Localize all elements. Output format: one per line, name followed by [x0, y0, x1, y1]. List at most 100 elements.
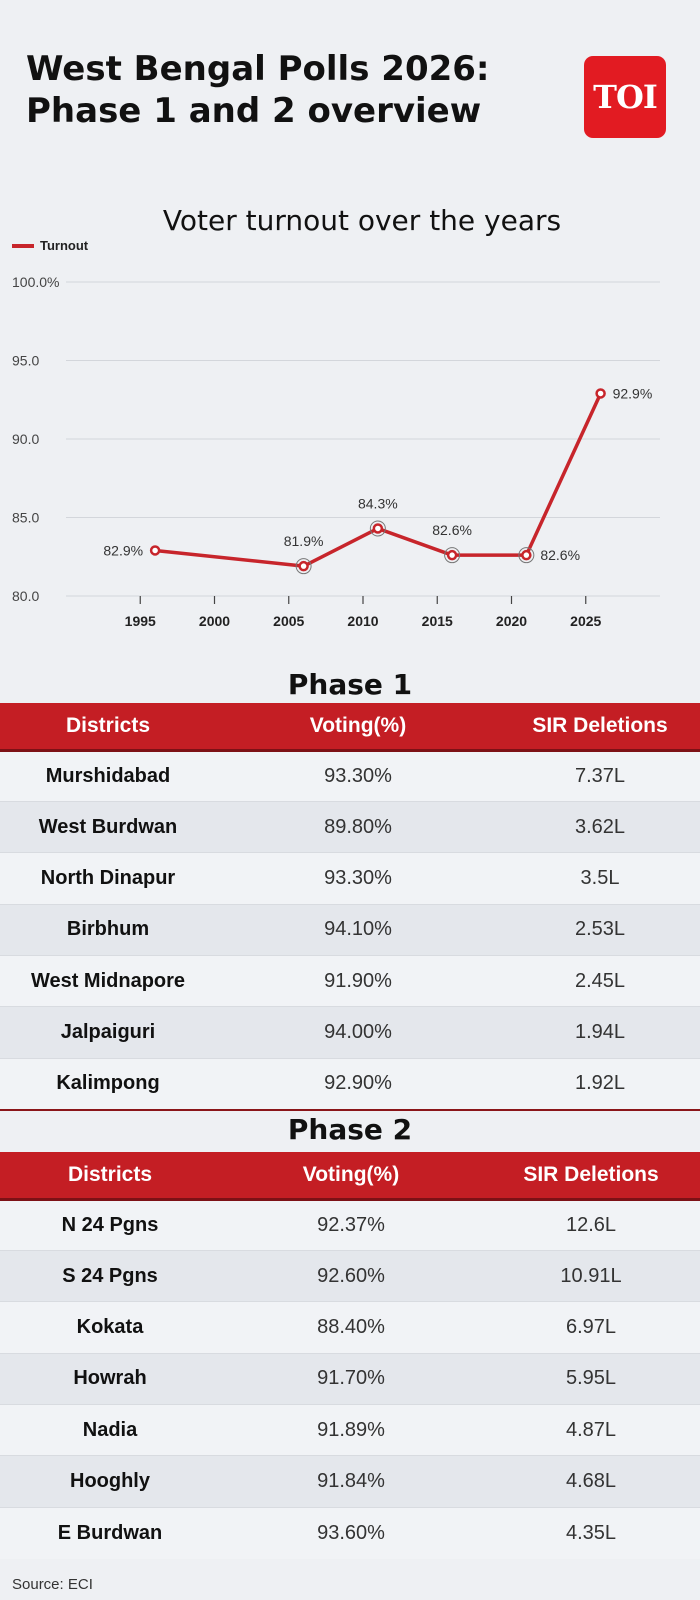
sir-deletions-cell: 12.6L — [482, 1198, 700, 1251]
data-label: 92.9% — [613, 385, 653, 401]
voting-cell: 93.30% — [216, 749, 500, 802]
x-tick-label: 2025 — [570, 613, 601, 629]
district-cell: Kalimpong — [0, 1057, 216, 1110]
phase2-header-voting: Voting(%) — [220, 1152, 482, 1201]
district-cell: Jalpaiguri — [0, 1006, 216, 1059]
voting-cell: 89.80% — [216, 800, 500, 853]
voting-cell: 92.60% — [220, 1249, 482, 1302]
table-row: Murshidabad 93.30% 7.37L — [0, 749, 700, 802]
table-row: Kokata 88.40% 6.97L — [0, 1301, 700, 1354]
x-tick-label: 2005 — [273, 613, 304, 629]
district-cell: West Burdwan — [0, 800, 216, 853]
voting-cell: 94.00% — [216, 1006, 500, 1059]
page-title-line-1: West Bengal Polls 2026: — [26, 49, 490, 89]
voting-cell: 92.37% — [220, 1198, 482, 1251]
table-row: West Midnapore 91.90% 2.45L — [0, 955, 700, 1007]
x-tick-label: 2020 — [496, 613, 527, 629]
y-tick-label: 100.0% — [12, 274, 59, 290]
data-point — [298, 560, 309, 572]
source-note: Source: ECI — [12, 1576, 93, 1593]
sir-deletions-cell: 2.53L — [500, 903, 700, 956]
phase1-table: Districts Voting(%) SIR Deletions Murshi… — [0, 703, 700, 1111]
table-row: West Burdwan 89.80% 3.62L — [0, 800, 700, 853]
table-row: Birbhum 94.10% 2.53L — [0, 903, 700, 956]
phase2-table: Districts Voting(%) SIR Deletions N 24 P… — [0, 1152, 700, 1559]
district-cell: Hooghly — [0, 1455, 220, 1508]
sir-deletions-cell: 3.62L — [500, 800, 700, 853]
district-cell: Howrah — [0, 1352, 220, 1405]
sir-deletions-cell: 6.97L — [482, 1301, 700, 1354]
district-cell: E Burdwan — [0, 1506, 220, 1559]
table-row: S 24 Pgns 92.60% 10.91L — [0, 1249, 700, 1302]
sir-deletions-cell: 3.5L — [500, 852, 700, 905]
x-tick-label: 2010 — [347, 613, 378, 629]
sir-deletions-cell: 1.94L — [500, 1006, 700, 1059]
voting-cell: 91.84% — [220, 1455, 482, 1508]
sir-deletions-cell: 10.91L — [482, 1249, 700, 1302]
data-label: 82.6% — [540, 547, 580, 563]
district-cell: North Dinapur — [0, 852, 216, 905]
y-tick-label: 80.0 — [12, 588, 39, 604]
voting-cell: 93.60% — [220, 1506, 482, 1559]
legend-swatch — [12, 243, 34, 248]
data-point-halo — [369, 520, 386, 537]
x-tick-label: 2015 — [422, 613, 453, 629]
voting-cell: 91.89% — [220, 1404, 482, 1456]
voting-cell: 92.90% — [216, 1057, 500, 1110]
data-point — [521, 549, 532, 561]
data-label: 82.9% — [103, 542, 143, 558]
district-cell: Birbhum — [0, 903, 216, 956]
phase2-header-row: Districts Voting(%) SIR Deletions — [0, 1152, 700, 1201]
district-cell: Nadia — [0, 1404, 220, 1456]
voting-cell: 93.30% — [216, 852, 500, 905]
y-tick-label: 95.0 — [12, 353, 39, 369]
voting-cell: 88.40% — [220, 1301, 482, 1354]
data-point — [446, 549, 458, 561]
data-point — [149, 545, 161, 556]
sir-deletions-cell: 4.87L — [482, 1404, 700, 1456]
phase1-header-districts: Districts — [0, 703, 216, 752]
phase1-header-voting: Voting(%) — [216, 703, 500, 752]
page-title: West Bengal Polls 2026: Phase 1 and 2 ov… — [26, 48, 546, 132]
toi-logo-text: TOI — [593, 78, 658, 116]
data-label: 81.9% — [284, 533, 324, 549]
voting-cell: 91.70% — [220, 1352, 482, 1405]
table-row: North Dinapur 93.30% 3.5L — [0, 852, 700, 905]
phase2-header-districts: Districts — [0, 1152, 220, 1201]
table-row: Kalimpong 92.90% 1.92L — [0, 1057, 700, 1110]
table-row: Nadia 91.89% 4.87L — [0, 1404, 700, 1456]
y-tick-label: 90.0 — [12, 431, 39, 447]
turnout-line-chart: 100.0% 95.0 90.0 85.0 80.0 1995 2000 2005 2010 20… — [12, 274, 660, 629]
data-point — [372, 523, 384, 534]
sir-deletions-cell: 4.68L — [482, 1455, 700, 1508]
turnout-series-line — [154, 392, 603, 568]
sir-deletions-cell: 1.92L — [500, 1057, 700, 1110]
table-row: E Burdwan 93.60% 4.35L — [0, 1506, 700, 1559]
phase1-header-row: Districts Voting(%) SIR Deletions — [0, 703, 700, 752]
data-point-halo — [295, 558, 312, 575]
data-label: 84.3% — [358, 495, 398, 511]
y-tick-label: 85.0 — [12, 510, 39, 526]
district-cell: S 24 Pgns — [0, 1249, 220, 1302]
district-cell: Murshidabad — [0, 749, 216, 802]
table-row: Jalpaiguri 94.00% 1.94L — [0, 1006, 700, 1059]
sir-deletions-cell: 7.37L — [500, 749, 700, 802]
phase2-header-sir: SIR Deletions — [482, 1152, 700, 1201]
sir-deletions-cell: 2.45L — [500, 955, 700, 1007]
sir-deletions-cell: 4.35L — [482, 1506, 700, 1559]
chart-legend: Turnout — [12, 238, 88, 253]
x-tick-label: 2000 — [199, 613, 230, 629]
chart-title: Voter turnout over the years — [162, 204, 562, 237]
data-point-halo — [444, 547, 461, 564]
district-cell: Kokata — [0, 1301, 220, 1354]
page-title-line-2: Phase 1 and 2 overview — [26, 91, 482, 131]
district-cell: N 24 Pgns — [0, 1198, 220, 1251]
table-row: Howrah 91.70% 5.95L — [0, 1352, 700, 1405]
phase1-title: Phase 1 — [287, 668, 413, 701]
voting-cell: 91.90% — [216, 955, 500, 1007]
phase2-title: Phase 2 — [287, 1113, 413, 1146]
sir-deletions-cell: 5.95L — [482, 1352, 700, 1405]
district-cell: West Midnapore — [0, 955, 216, 1007]
x-tick-label: 1995 — [125, 613, 156, 629]
table-row: N 24 Pgns 92.37% 12.6L — [0, 1198, 700, 1251]
